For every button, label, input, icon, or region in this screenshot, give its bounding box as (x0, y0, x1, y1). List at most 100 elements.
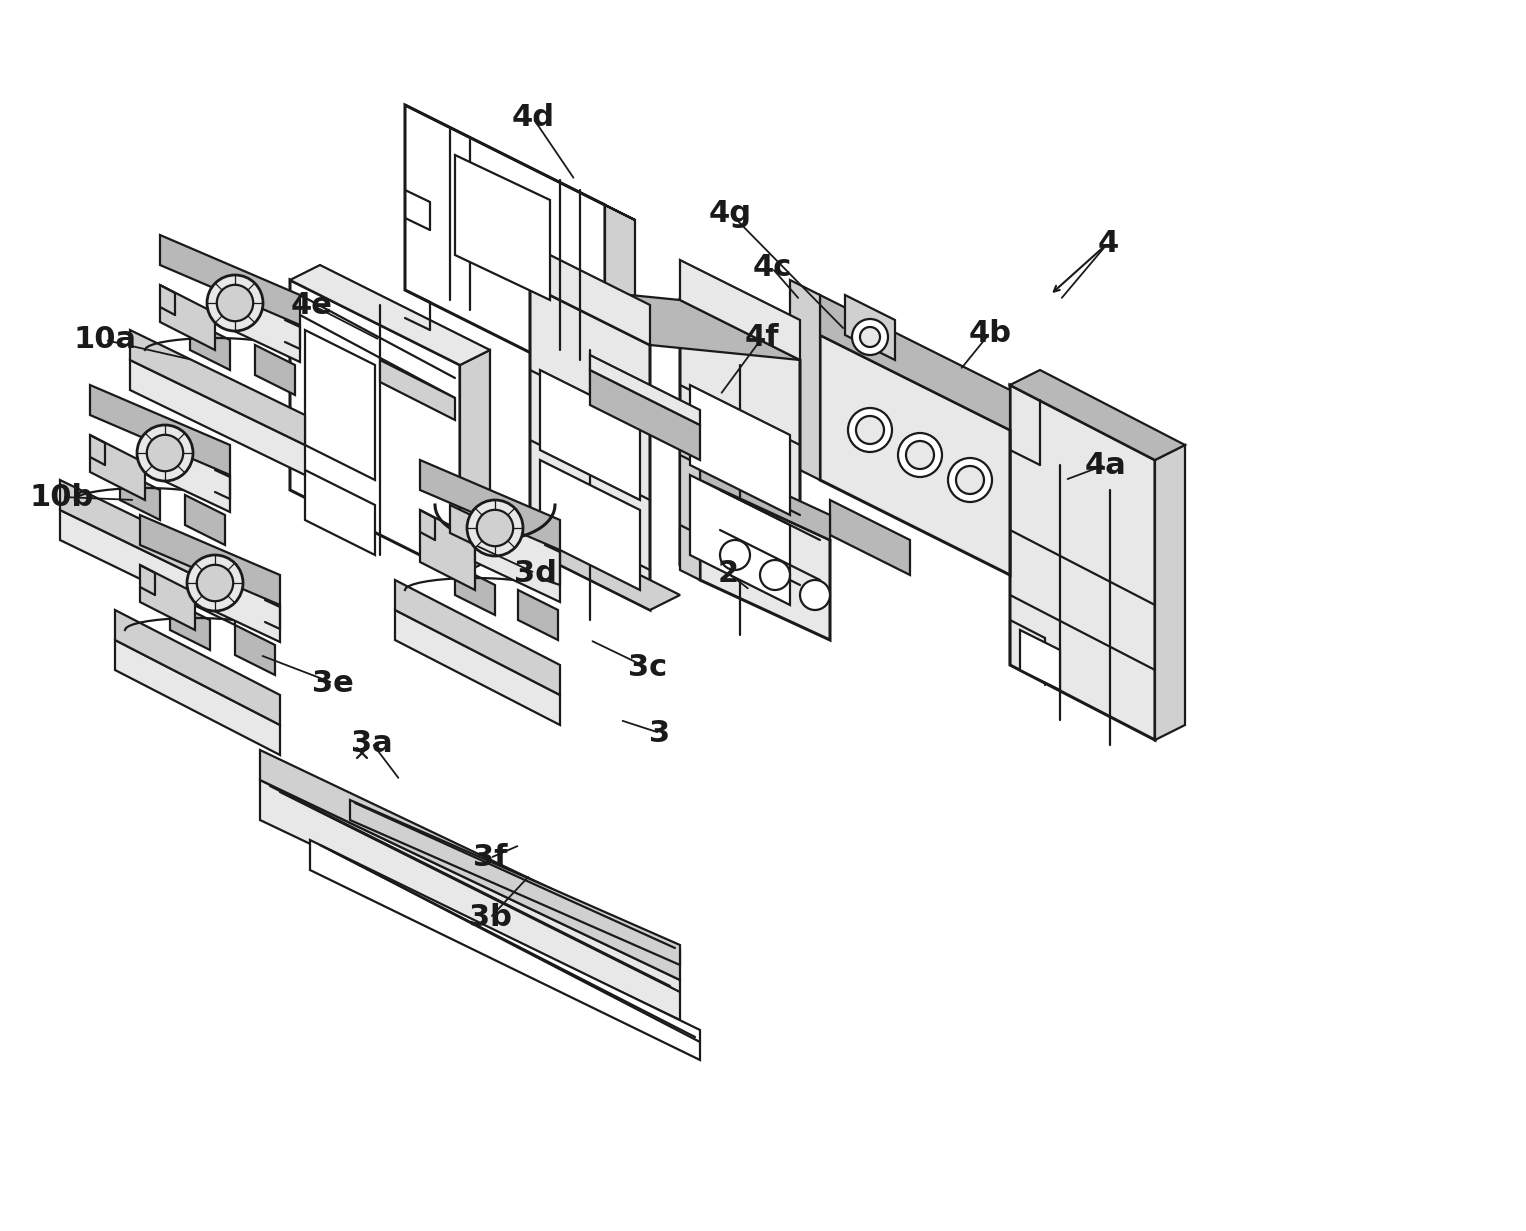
Polygon shape (1010, 371, 1186, 460)
Circle shape (197, 565, 233, 601)
Polygon shape (420, 510, 475, 590)
Circle shape (906, 441, 934, 469)
Polygon shape (215, 286, 301, 362)
Polygon shape (185, 495, 224, 545)
Polygon shape (681, 260, 800, 359)
Text: 3e: 3e (313, 668, 354, 698)
Polygon shape (404, 105, 635, 220)
Circle shape (208, 275, 262, 331)
Polygon shape (450, 505, 475, 545)
Polygon shape (60, 510, 235, 625)
Text: 3a: 3a (351, 729, 392, 757)
Polygon shape (790, 279, 819, 480)
Text: 3b: 3b (468, 904, 511, 933)
Polygon shape (191, 320, 230, 371)
Text: 10a: 10a (73, 325, 136, 355)
Polygon shape (310, 840, 700, 1060)
Polygon shape (455, 565, 494, 616)
Polygon shape (349, 800, 681, 965)
Polygon shape (121, 470, 160, 519)
Circle shape (948, 458, 992, 502)
Circle shape (856, 416, 884, 444)
Polygon shape (845, 295, 896, 359)
Polygon shape (90, 435, 145, 500)
Polygon shape (114, 611, 279, 725)
Polygon shape (60, 480, 235, 595)
Text: 3f: 3f (473, 843, 507, 873)
Polygon shape (290, 279, 459, 575)
Polygon shape (290, 265, 490, 366)
Polygon shape (475, 510, 560, 602)
Text: 4d: 4d (511, 103, 554, 133)
Polygon shape (259, 780, 681, 1020)
Polygon shape (140, 565, 195, 630)
Circle shape (800, 580, 830, 611)
Polygon shape (530, 245, 650, 345)
Polygon shape (140, 515, 279, 604)
Circle shape (720, 540, 749, 570)
Polygon shape (380, 359, 455, 420)
Polygon shape (540, 371, 639, 500)
Polygon shape (130, 330, 305, 444)
Circle shape (848, 407, 893, 452)
Circle shape (476, 510, 513, 547)
Polygon shape (591, 355, 700, 425)
Text: 3d: 3d (514, 559, 557, 587)
Polygon shape (255, 345, 295, 395)
Polygon shape (690, 385, 790, 515)
Polygon shape (160, 235, 301, 325)
Circle shape (955, 467, 984, 494)
Text: 4b: 4b (969, 319, 1012, 347)
Polygon shape (1155, 444, 1186, 740)
Polygon shape (530, 535, 681, 611)
Polygon shape (90, 385, 230, 475)
Text: 10b: 10b (31, 483, 95, 512)
Polygon shape (517, 590, 559, 640)
Polygon shape (540, 460, 639, 590)
Polygon shape (591, 371, 700, 460)
Polygon shape (235, 625, 275, 675)
Polygon shape (604, 206, 635, 405)
Text: 4e: 4e (291, 291, 333, 320)
Text: 2: 2 (717, 559, 739, 587)
Polygon shape (259, 750, 681, 980)
Circle shape (467, 500, 523, 556)
Polygon shape (819, 335, 1010, 575)
Polygon shape (160, 286, 215, 350)
Text: 3: 3 (650, 719, 670, 747)
Circle shape (188, 555, 243, 611)
Polygon shape (169, 599, 211, 650)
Polygon shape (195, 565, 279, 643)
Polygon shape (420, 460, 560, 550)
Text: 4a: 4a (1083, 451, 1126, 480)
Circle shape (217, 284, 253, 321)
Circle shape (137, 425, 192, 481)
Text: 3c: 3c (629, 654, 667, 682)
Polygon shape (114, 640, 279, 755)
Polygon shape (681, 531, 800, 625)
Polygon shape (530, 286, 650, 611)
Polygon shape (305, 330, 375, 480)
Polygon shape (145, 435, 230, 512)
Polygon shape (1019, 630, 1061, 691)
Polygon shape (404, 105, 604, 390)
Polygon shape (1010, 385, 1155, 740)
Polygon shape (700, 455, 830, 540)
Polygon shape (690, 475, 790, 604)
Polygon shape (395, 580, 560, 696)
Polygon shape (305, 470, 375, 555)
Circle shape (146, 435, 183, 471)
Polygon shape (130, 359, 305, 475)
Polygon shape (395, 611, 560, 725)
Polygon shape (455, 155, 549, 300)
Polygon shape (681, 444, 700, 580)
Circle shape (760, 560, 790, 590)
Text: 4g: 4g (708, 198, 751, 228)
Polygon shape (830, 500, 909, 575)
Circle shape (852, 319, 888, 355)
Polygon shape (819, 295, 1010, 430)
Text: 4: 4 (1097, 229, 1119, 257)
Polygon shape (700, 480, 830, 640)
Circle shape (861, 327, 881, 347)
Polygon shape (459, 350, 490, 575)
